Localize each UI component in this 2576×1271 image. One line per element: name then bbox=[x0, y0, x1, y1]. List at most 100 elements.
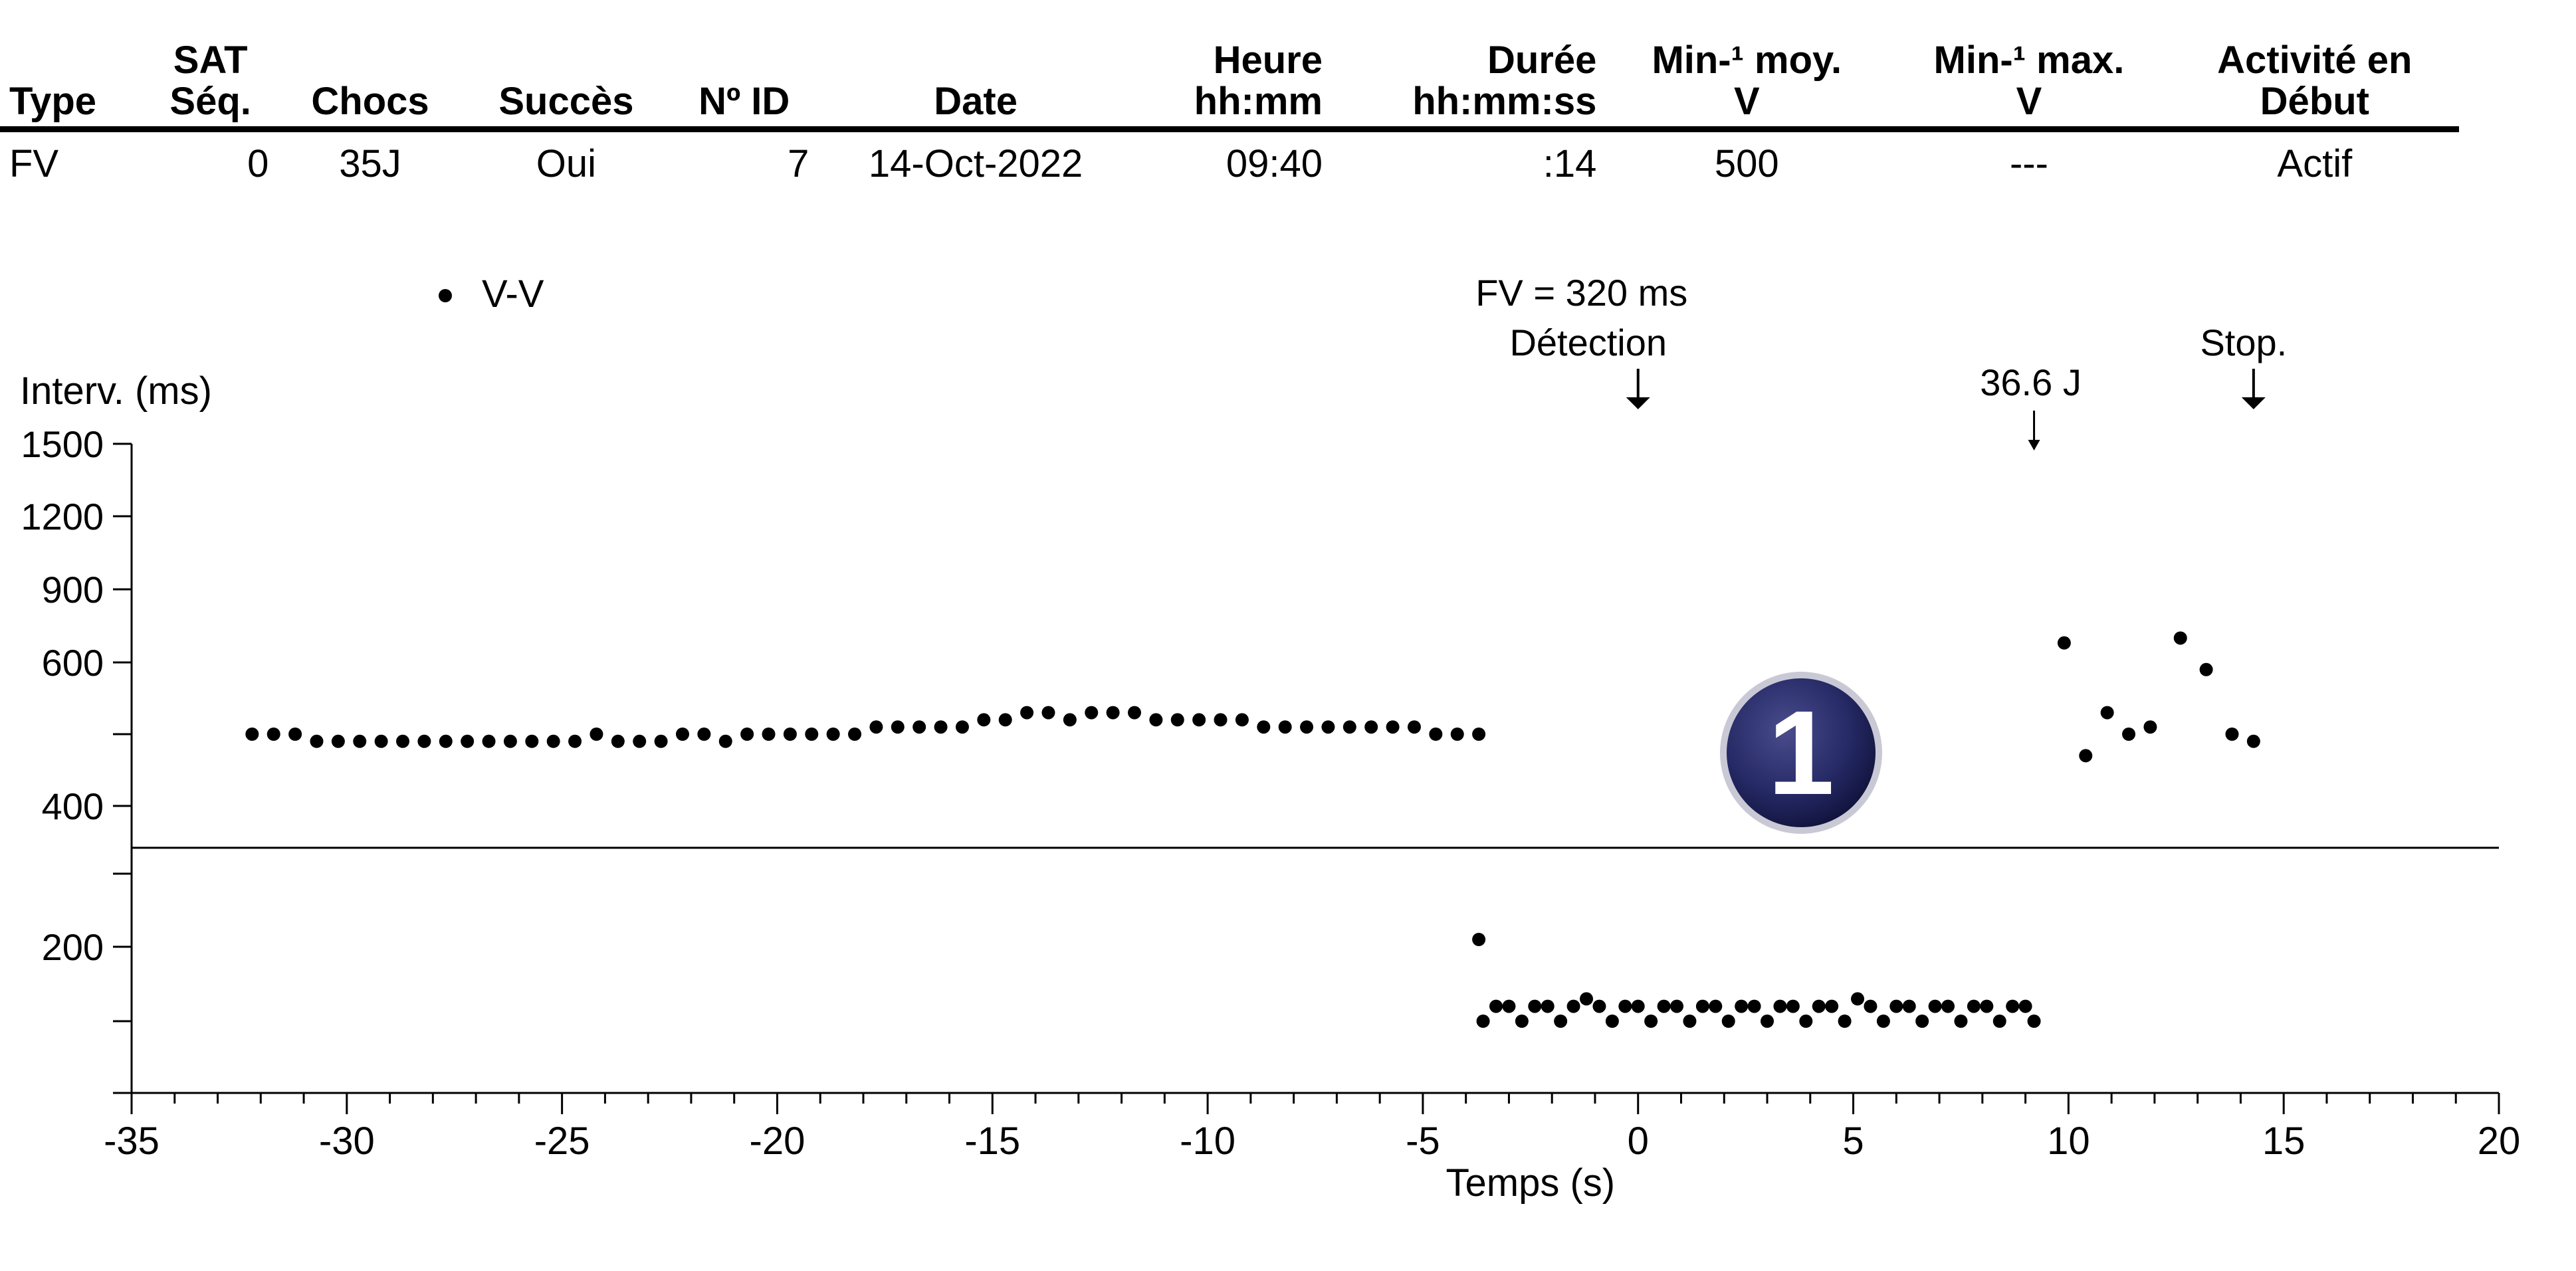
column-header: Min-¹ moy. V bbox=[1606, 40, 1887, 130]
y-tick-label: 900 bbox=[42, 569, 104, 611]
data-point bbox=[1214, 713, 1228, 727]
table-body: FV 0 35J Oui 7 14-Oct-2022 09:40:14 500 --- Actif bbox=[0, 130, 2459, 187]
data-point bbox=[1928, 999, 1942, 1013]
data-point bbox=[1657, 999, 1671, 1013]
data-point bbox=[826, 728, 840, 741]
data-point bbox=[1450, 728, 1464, 741]
y-tick-label: 1500 bbox=[21, 423, 104, 465]
column-header: Min-¹ max. V bbox=[1887, 40, 2170, 130]
data-point bbox=[417, 734, 431, 748]
data-point bbox=[1429, 728, 1443, 741]
data-point bbox=[439, 734, 453, 748]
column-header-line2: Type bbox=[9, 80, 97, 123]
x-tick-label: 10 bbox=[2047, 1120, 2090, 1163]
x-axis-label: Temps (s) bbox=[1446, 1161, 1616, 1205]
data-point bbox=[891, 720, 905, 734]
x-tick-label: -25 bbox=[534, 1120, 590, 1163]
column-header-line2: Séq. bbox=[169, 80, 251, 123]
column-header: Date bbox=[818, 40, 1133, 130]
data-point bbox=[869, 720, 883, 734]
table-cell: FV bbox=[9, 142, 59, 185]
data-point bbox=[1709, 999, 1723, 1013]
data-point bbox=[955, 720, 969, 734]
data-point bbox=[1580, 992, 1594, 1006]
data-point bbox=[2079, 749, 2093, 763]
data-point bbox=[2199, 662, 2213, 676]
detection-annotation-line2: Détection bbox=[1509, 322, 1667, 363]
data-point bbox=[1967, 999, 1981, 1013]
data-point bbox=[1670, 999, 1684, 1013]
column-header-line1: Heure bbox=[1213, 39, 1323, 82]
stop-arrow-head bbox=[2241, 397, 2266, 409]
shock-arrow-head bbox=[2028, 440, 2040, 450]
data-point bbox=[310, 734, 324, 748]
column-header-line1: Min-¹ max. bbox=[1933, 39, 2125, 82]
data-point bbox=[1489, 999, 1503, 1013]
x-tick-label: 5 bbox=[1842, 1120, 1864, 1163]
data-point bbox=[590, 728, 603, 741]
table-cell: 09:40 bbox=[1226, 142, 1323, 185]
table-cell: 0 bbox=[247, 142, 269, 185]
column-header-line2: Début bbox=[2260, 80, 2369, 123]
data-point bbox=[1773, 999, 1787, 1013]
legend-label: V-V bbox=[482, 272, 544, 316]
table-cell: 500 bbox=[1714, 142, 1779, 185]
y-tick-label: 200 bbox=[42, 926, 104, 968]
column-header: Chocs bbox=[278, 40, 462, 130]
table-cell: 35J bbox=[339, 142, 401, 185]
data-point bbox=[2173, 631, 2187, 645]
data-point bbox=[675, 728, 689, 741]
data-point bbox=[1502, 999, 1516, 1013]
data-point bbox=[783, 728, 797, 741]
data-point bbox=[1992, 1015, 2006, 1028]
column-header: Heure hh:mm bbox=[1133, 40, 1332, 130]
table-cell: Oui bbox=[536, 142, 597, 185]
data-point bbox=[1472, 933, 1486, 946]
data-point bbox=[1605, 1015, 1619, 1028]
data-point bbox=[1915, 1015, 1929, 1028]
column-header-line1: Durée bbox=[1487, 39, 1597, 82]
data-point bbox=[267, 728, 280, 741]
data-point bbox=[1954, 1015, 1968, 1028]
column-header-line2: Chocs bbox=[311, 80, 429, 123]
data-point bbox=[1812, 999, 1826, 1013]
x-tick-label: 20 bbox=[2478, 1120, 2521, 1163]
data-point bbox=[2006, 999, 2020, 1013]
data-point bbox=[1127, 706, 1141, 720]
y-tick-label: 600 bbox=[42, 642, 104, 684]
column-header-line2: V bbox=[1733, 80, 1760, 123]
column-header: Nº ID bbox=[670, 40, 818, 130]
table-header-row: Type SAT Séq. Chocs Succès Nº ID Date Heure… bbox=[0, 40, 2459, 130]
column-header-line2: Succès bbox=[498, 80, 634, 123]
data-point bbox=[353, 734, 367, 748]
column-header: Succès bbox=[463, 40, 670, 130]
y-tick-label: 1200 bbox=[21, 496, 104, 538]
data-point bbox=[1838, 1015, 1852, 1028]
data-point bbox=[1554, 1015, 1568, 1028]
data-point bbox=[1941, 999, 1955, 1013]
data-point bbox=[1342, 720, 1356, 734]
data-point bbox=[1902, 999, 1916, 1013]
data-point bbox=[1735, 999, 1749, 1013]
data-point bbox=[1106, 706, 1120, 720]
column-header-line2: hh:mm:ss bbox=[1412, 80, 1597, 123]
stop-annotation: Stop. bbox=[2200, 322, 2287, 363]
data-point bbox=[1747, 999, 1761, 1013]
data-point bbox=[1980, 999, 1994, 1013]
data-point bbox=[1889, 999, 1903, 1013]
data-point bbox=[1592, 999, 1606, 1013]
data-point bbox=[2122, 728, 2136, 741]
y-tick-label: 400 bbox=[42, 785, 104, 827]
x-tick-label: 0 bbox=[1628, 1120, 1649, 1163]
data-point bbox=[611, 734, 625, 748]
data-point bbox=[1192, 713, 1206, 727]
data-point bbox=[1515, 1015, 1529, 1028]
data-point bbox=[1149, 713, 1163, 727]
table-cell: Actif bbox=[2277, 142, 2353, 185]
detection-annotation-line1: FV = 320 ms bbox=[1475, 272, 1687, 314]
x-tick-label: -10 bbox=[1180, 1120, 1235, 1163]
data-point bbox=[1683, 1015, 1697, 1028]
data-point bbox=[912, 720, 926, 734]
data-point bbox=[718, 734, 732, 748]
data-point bbox=[482, 734, 496, 748]
